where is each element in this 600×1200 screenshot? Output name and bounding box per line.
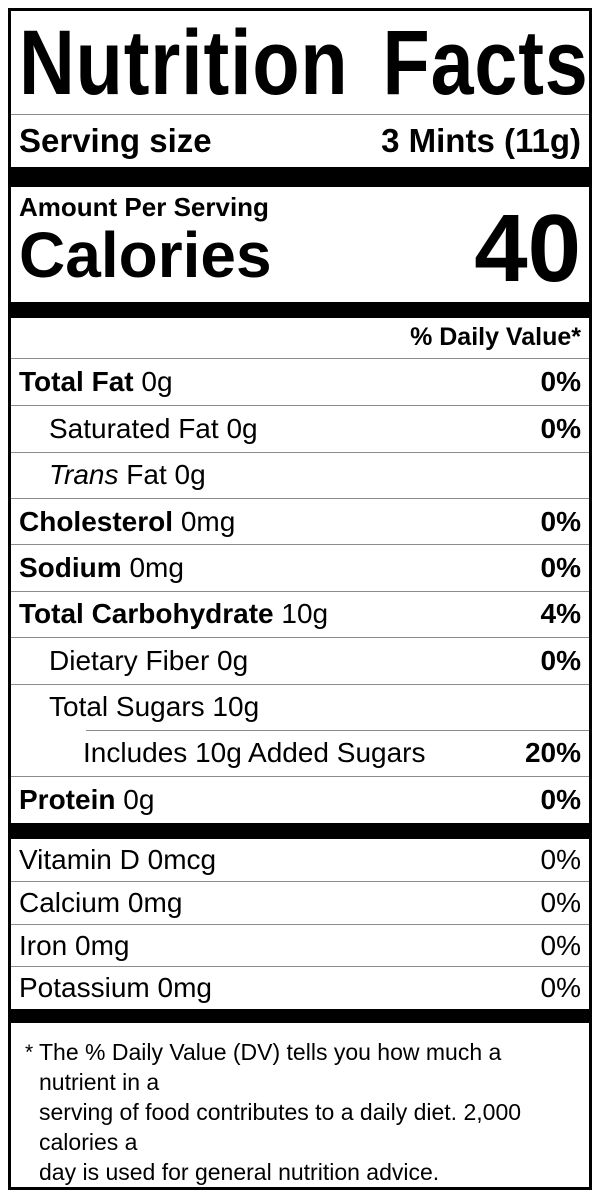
- nutrient-dv: 0%: [540, 552, 581, 584]
- nutrient-row-total-carbohydrate: Total Carbohydrate 10g 4%: [11, 590, 589, 637]
- nutrition-facts-title: Nutrition Facts: [19, 12, 589, 115]
- nutrient-row-total-sugars: Total Sugars 10g: [11, 683, 589, 730]
- nutrient-amount: 0mg: [180, 505, 236, 537]
- daily-value-header-text: % Daily Value*: [410, 323, 581, 352]
- vitamin-name: Potassium: [19, 972, 150, 1004]
- nutrient-name: Total Fat: [19, 365, 134, 397]
- nutrient-row-sodium: Sodium 0mg 0%: [11, 544, 589, 590]
- nutrition-facts-label: Nutrition Facts Serving size 3 Mints (11…: [8, 8, 592, 1190]
- vitamin-name: Vitamin D: [19, 844, 140, 876]
- vitamin-amount: 0mcg: [147, 844, 217, 876]
- nutrient-dv: 20%: [524, 737, 581, 769]
- serving-size-value: 3 Mints (11g): [381, 121, 581, 159]
- nutrient-name: Dietary Fiber: [49, 644, 210, 676]
- medium-divider-bar: [11, 822, 589, 839]
- title-block: Nutrition Facts: [11, 11, 589, 115]
- nutrient-dv: 0%: [540, 644, 581, 676]
- nutrient-name: Cholesterol: [19, 505, 174, 537]
- nutrient-row-cholesterol: Cholesterol 0mg 0%: [11, 497, 589, 544]
- calories-value: 40: [474, 194, 581, 302]
- nutrient-amount: 0g: [226, 412, 258, 444]
- thick-divider-bar: [11, 166, 589, 187]
- nutrient-row-protein: Protein 0g 0%: [11, 776, 589, 822]
- vitamin-amount: 0mg: [157, 972, 212, 1004]
- nutrient-name: Total Carbohydrate: [19, 598, 274, 630]
- nutrient-name: Protein: [19, 784, 116, 816]
- vitamin-name: Calcium: [19, 887, 121, 919]
- nutrient-row-dietary-fiber: Dietary Fiber 0g 0%: [11, 637, 589, 683]
- nutrient-name: Saturated Fat: [49, 412, 219, 444]
- serving-size-label: Serving size: [19, 121, 212, 159]
- calories-section: Amount Per Serving Calories 40: [11, 187, 589, 302]
- nutrient-amount: 10g: [281, 598, 329, 630]
- thin-divider-bar: [11, 1009, 589, 1023]
- vitamin-name: Iron: [19, 929, 68, 961]
- nutrient-amount: 0g: [141, 365, 173, 397]
- footnote-asterisk: *: [25, 1041, 34, 1064]
- vitamin-amount: 0mg: [127, 887, 183, 919]
- nutrient-dv: 0%: [540, 784, 581, 816]
- nutrient-row-trans-fat: Trans Fat 0g: [11, 451, 589, 498]
- nutrient-row-added-sugars: Includes 10g Added Sugars 20%: [11, 730, 589, 776]
- vitamin-row-calcium: Calcium 0mg 0%: [11, 881, 589, 924]
- vitamin-dv: 0%: [540, 972, 581, 1004]
- vitamin-dv: 0%: [540, 929, 581, 961]
- serving-size-row: Serving size 3 Mints (11g): [11, 115, 589, 167]
- nutrient-amount: 0g: [123, 784, 155, 816]
- daily-value-header: % Daily Value*: [11, 318, 589, 359]
- nutrient-amount: 0g: [217, 644, 249, 676]
- amount-per-serving-label: Amount Per Serving: [19, 191, 269, 222]
- vitamin-row-potassium: Potassium 0mg 0%: [11, 966, 589, 1009]
- vitamin-row-vitamin-d: Vitamin D 0mcg 0%: [11, 839, 589, 882]
- vitamin-dv: 0%: [540, 844, 581, 876]
- medium-divider-bar: [11, 302, 589, 319]
- nutrient-name: Fat: [126, 459, 167, 491]
- vitamin-dv: 0%: [540, 887, 581, 919]
- nutrient-dv: 0%: [540, 505, 581, 537]
- nutrient-dv: 0%: [540, 412, 581, 444]
- nutrient-name: Includes 10g Added Sugars: [83, 737, 426, 769]
- nutrient-dv: 4%: [540, 598, 581, 630]
- vitamin-amount: 0mg: [75, 929, 130, 961]
- nutrient-amount: 10g: [212, 691, 260, 723]
- nutrient-row-total-fat: Total Fat 0g 0%: [11, 359, 589, 405]
- daily-value-footnote: * The % Daily Value (DV) tells you how m…: [11, 1023, 589, 1187]
- nutrient-row-saturated-fat: Saturated Fat 0g 0%: [11, 405, 589, 451]
- nutrient-name-italic: Trans: [49, 459, 119, 491]
- nutrient-amount: 0g: [174, 459, 206, 491]
- vitamin-row-iron: Iron 0mg 0%: [11, 923, 589, 967]
- footnote-text: The % Daily Value (DV) tells you how muc…: [39, 1039, 522, 1185]
- nutrient-dv: 0%: [540, 365, 581, 397]
- nutrient-amount: 0mg: [129, 552, 184, 584]
- calories-label: Calories: [19, 218, 272, 291]
- nutrient-name: Sodium: [19, 552, 122, 584]
- nutrient-name: Total Sugars: [49, 691, 205, 723]
